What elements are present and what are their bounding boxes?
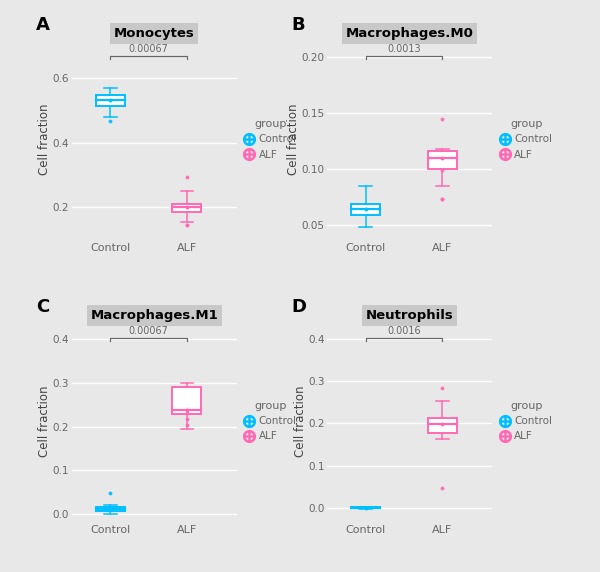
Bar: [172, 204, 202, 212]
Text: 0.00067: 0.00067: [128, 326, 169, 336]
Text: C: C: [36, 298, 49, 316]
Bar: [172, 387, 202, 415]
Legend: Control, ALF: Control, ALF: [500, 119, 552, 160]
Text: 0.0013: 0.0013: [387, 45, 421, 54]
Title: Macrophages.M1: Macrophages.M1: [91, 309, 218, 322]
Text: 0.0016: 0.0016: [387, 326, 421, 336]
Text: A: A: [36, 16, 50, 34]
Bar: [428, 151, 457, 169]
Title: Monocytes: Monocytes: [114, 27, 195, 40]
Bar: [351, 507, 380, 509]
Bar: [96, 507, 125, 511]
Y-axis label: Cell fraction: Cell fraction: [38, 386, 52, 457]
Legend: Control, ALF: Control, ALF: [245, 119, 297, 160]
Bar: [428, 418, 457, 432]
Title: Macrophages.M0: Macrophages.M0: [346, 27, 473, 40]
Title: Neutrophils: Neutrophils: [366, 309, 454, 322]
Text: B: B: [291, 16, 305, 34]
Bar: [96, 95, 125, 106]
Bar: [351, 204, 380, 215]
Text: D: D: [291, 298, 306, 316]
Legend: Control, ALF: Control, ALF: [245, 401, 297, 442]
Legend: Control, ALF: Control, ALF: [500, 401, 552, 442]
Text: 0.00067: 0.00067: [128, 45, 169, 54]
Y-axis label: Cell fraction: Cell fraction: [38, 104, 52, 175]
Y-axis label: Cell fraction: Cell fraction: [287, 104, 300, 175]
Y-axis label: Cell fraction: Cell fraction: [293, 386, 307, 457]
